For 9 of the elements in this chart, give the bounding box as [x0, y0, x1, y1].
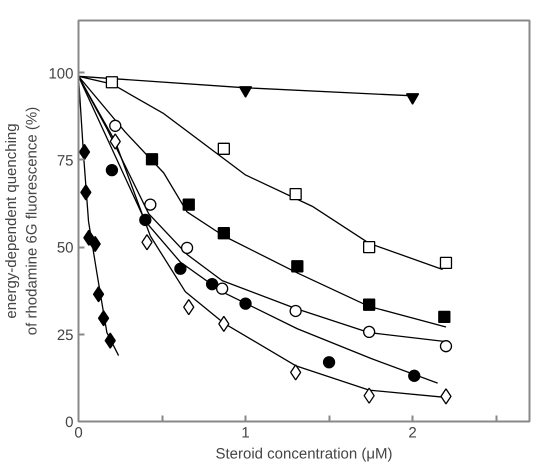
- x-axis-title: Steroid concentration (μM): [215, 446, 393, 462]
- y-tick-label: 0: [65, 414, 74, 431]
- y-tick-label: 25: [56, 326, 74, 344]
- y-tick-label: 75: [56, 152, 74, 170]
- x-tick-label: 2: [408, 424, 417, 442]
- y-tick-label: 100: [48, 65, 74, 82]
- y-tick-label: 50: [56, 240, 74, 257]
- x-tick-label: 1: [241, 424, 250, 442]
- y-axis-title: energy-dependent quenching of rhodamine 6G fluorescence (%): [3, 106, 40, 336]
